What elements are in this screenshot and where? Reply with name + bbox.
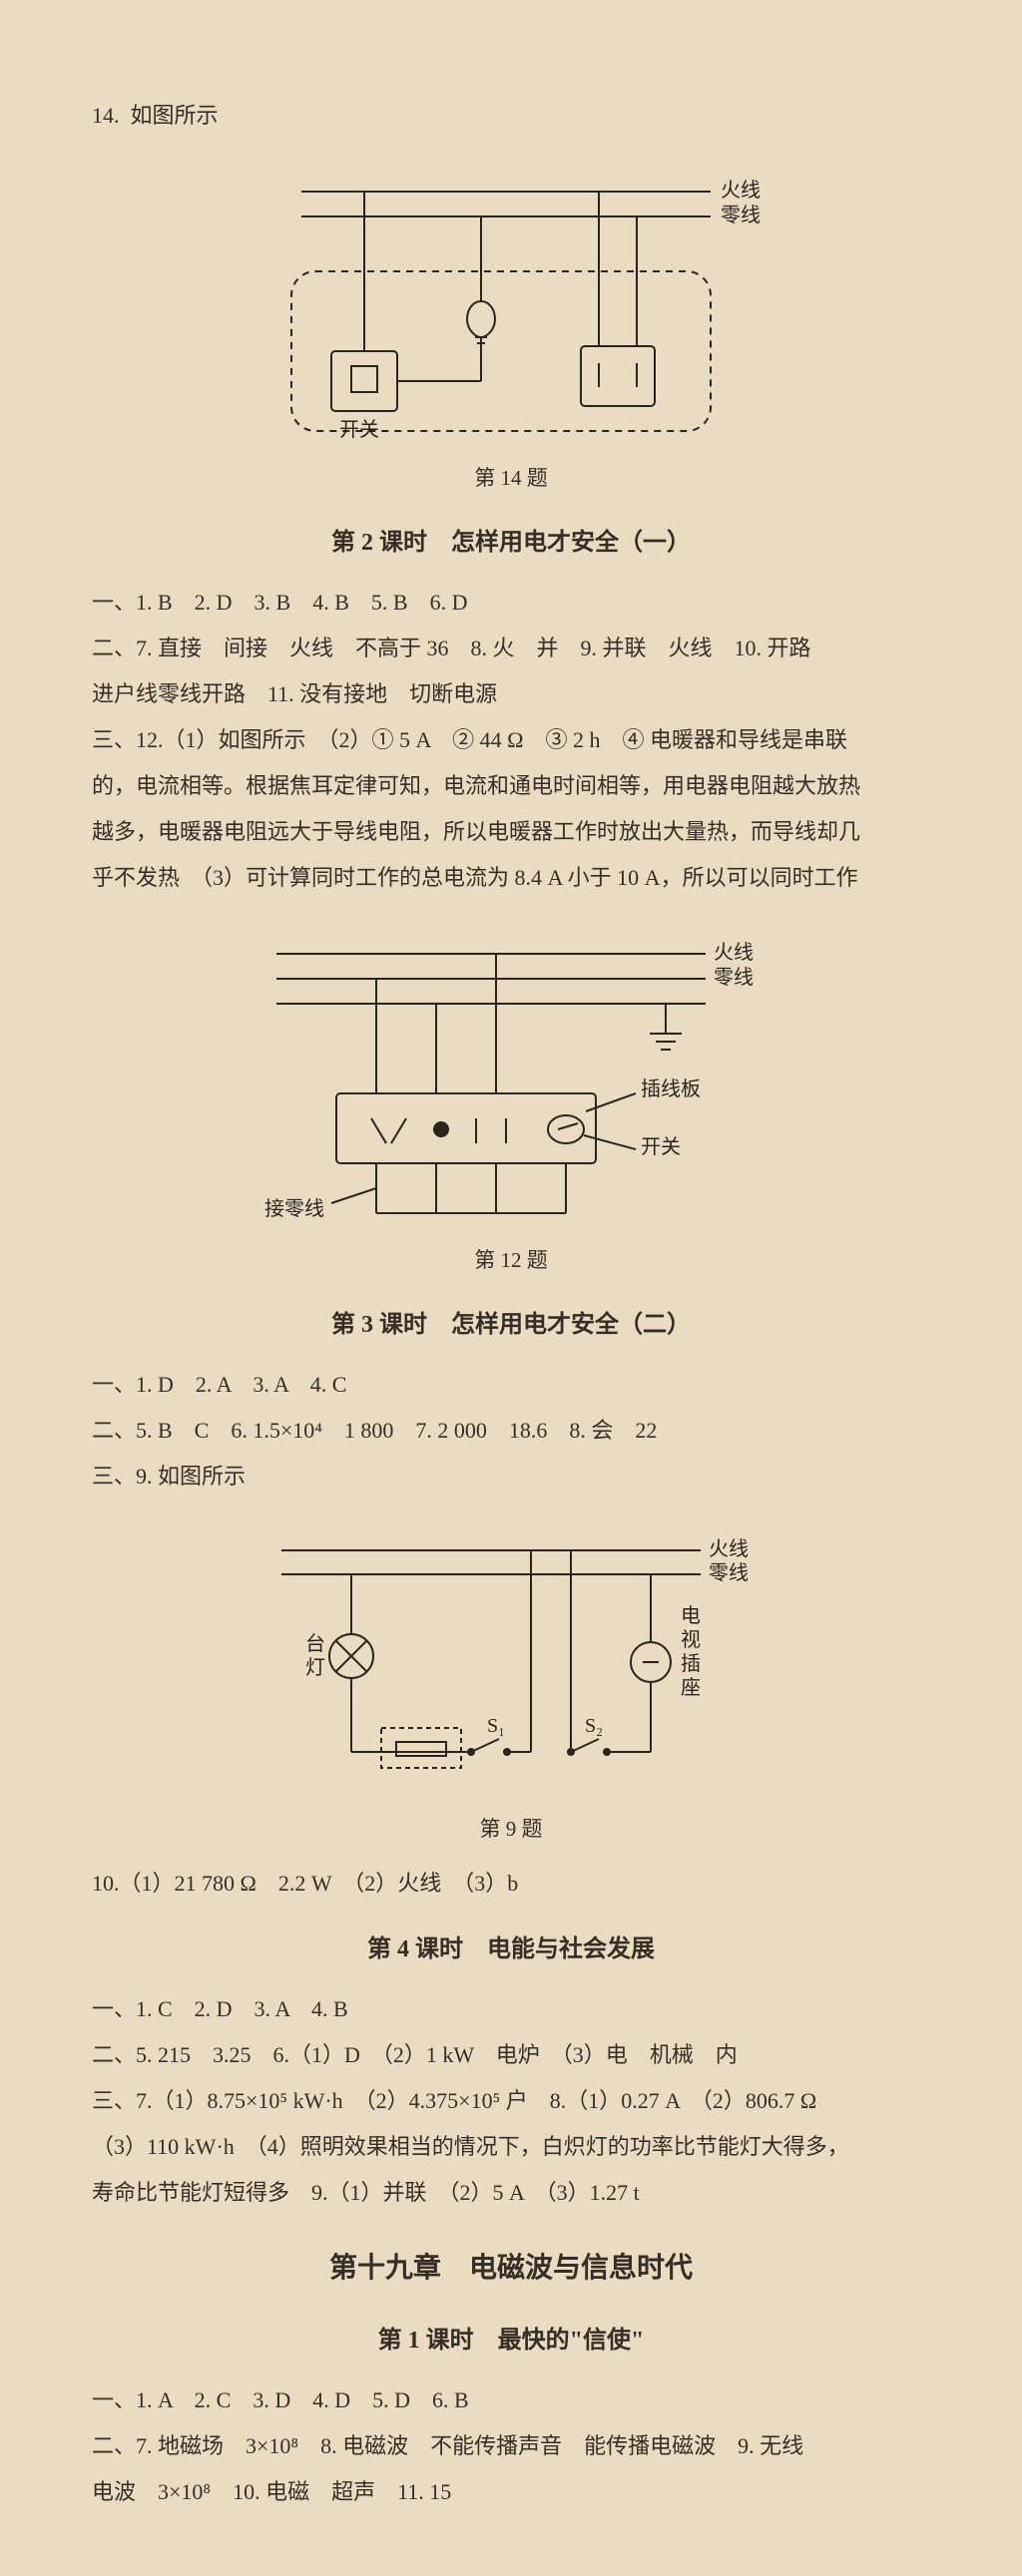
q9-label-tv-4: 座 xyxy=(681,1676,701,1699)
q9-s2: S₂ xyxy=(585,1715,603,1737)
section3-l1: 一、1. D 2. A 3. A 4. C xyxy=(92,1363,930,1407)
q9-label-lamp-1: 台 xyxy=(305,1632,325,1655)
q12-label-switch: 开关 xyxy=(641,1135,681,1158)
section2-l4: 三、12.（1）如图所示 （2）① 5 A ② 44 Ω ③ 2 h ④ 电暖器… xyxy=(92,718,930,762)
q9-s1: S₁ xyxy=(487,1715,505,1737)
section4-l2: 二、5. 215 3.25 6.（1）D （2）1 kW 电炉 （3）电 机械 … xyxy=(92,2033,930,2077)
q9-label-tv-3: 插 xyxy=(681,1652,701,1675)
section2-l5: 的，电流相等。根据焦耳定律可知，电流和通电时间相等，用电器电阻越大放热 xyxy=(92,764,930,808)
chapter19-s1-title: 第 1 课时 最快的"信使" xyxy=(92,2317,930,2364)
q9-diagram-wrap: 火线 零线 台 灯 电 视 插 座 S₁ S₂ 第 9 题 xyxy=(92,1522,930,1850)
section2-l2: 二、7. 直接 间接 火线 不高于 36 8. 火 并 9. 并联 火线 10.… xyxy=(92,627,930,670)
q14-label: 14. 如图所示 xyxy=(92,94,930,138)
c19-s1-l3: 电波 3×10⁸ 10. 电磁 超声 11. 15 xyxy=(92,2470,930,2514)
section3-title: 第 3 课时 怎样用电才安全（二） xyxy=(92,1301,930,1349)
section3-l2: 二、5. B C 6. 1.5×10⁴ 1 800 7. 2 000 18.6 … xyxy=(92,1409,930,1453)
q12-label-neutral: 零线 xyxy=(714,966,754,989)
label-neutral: 零线 xyxy=(721,204,761,226)
section2-l7: 乎不发热 （3）可计算同时工作的总电流为 8.4 A 小于 10 A，所以可以同… xyxy=(92,856,930,900)
c19-s1-l2: 二、7. 地磁场 3×10⁸ 8. 电磁波 不能传播声音 能传播电磁波 9. 无… xyxy=(92,2424,930,2468)
section4-l1: 一、1. C 2. D 3. A 4. B xyxy=(92,1987,930,2031)
q14-circuit-diagram: 火线 零线 开关 xyxy=(252,162,770,451)
q12-circuit-diagram: 火线 零线 插线板 开关 接零线 xyxy=(237,924,785,1233)
q9-label-neutral: 零线 xyxy=(709,1561,749,1584)
q12-label-strip: 插线板 xyxy=(641,1077,701,1100)
q9-caption: 第 9 题 xyxy=(480,1808,543,1850)
q9-label-tv-1: 电 xyxy=(681,1604,701,1627)
section2-l3: 进户线零线开路 11. 没有接地 切断电源 xyxy=(92,672,930,716)
q12-label-fire: 火线 xyxy=(714,941,754,964)
section3-l3: 三、9. 如图所示 xyxy=(92,1455,930,1499)
chapter19-title: 第十九章 电磁波与信息时代 xyxy=(92,2241,930,2297)
q12-diagram-wrap: 火线 零线 插线板 开关 接零线 第 12 题 xyxy=(92,924,930,1281)
section3-l10: 10.（1）21 780 Ω 2.2 W （2）火线 （3）b xyxy=(92,1862,930,1906)
c19-s1-l1: 一、1. A 2. C 3. D 4. D 5. D 6. B xyxy=(92,2378,930,2422)
label-fire: 火线 xyxy=(721,179,761,202)
section4-l3: 三、7.（1）8.75×10⁵ kW·h （2）4.375×10⁵ 户 8.（1… xyxy=(92,2079,930,2123)
q9-label-lamp-2: 灯 xyxy=(305,1656,325,1679)
q14-caption: 第 14 题 xyxy=(474,457,548,499)
section4-l4: （3）110 kW·h （4）照明效果相当的情况下，白炽灯的功率比节能灯大得多， xyxy=(92,2125,930,2169)
q12-label-neutral-conn: 接零线 xyxy=(264,1197,324,1220)
section2-l1: 一、1. B 2. D 3. B 4. B 5. B 6. D xyxy=(92,581,930,625)
label-switch: 开关 xyxy=(339,418,379,441)
section2-title: 第 2 课时 怎样用电才安全（一） xyxy=(92,519,930,567)
q9-label-tv-2: 视 xyxy=(681,1628,701,1651)
q14-diagram-wrap: 火线 零线 开关 第 14 题 xyxy=(92,162,930,499)
q12-caption: 第 12 题 xyxy=(474,1239,548,1281)
section4-title: 第 4 课时 电能与社会发展 xyxy=(92,1926,930,1973)
section4-l5: 寿命比节能灯短得多 9.（1）并联 （2）5 A （3）1.27 t xyxy=(92,2171,930,2215)
q9-label-fire: 火线 xyxy=(709,1537,749,1560)
q9-circuit-diagram: 火线 零线 台 灯 电 视 插 座 S₁ S₂ xyxy=(232,1522,790,1802)
section2-l6: 越多，电暖器电阻远大于导线电阻，所以电暖器工作时放出大量热，而导线却几 xyxy=(92,810,930,854)
